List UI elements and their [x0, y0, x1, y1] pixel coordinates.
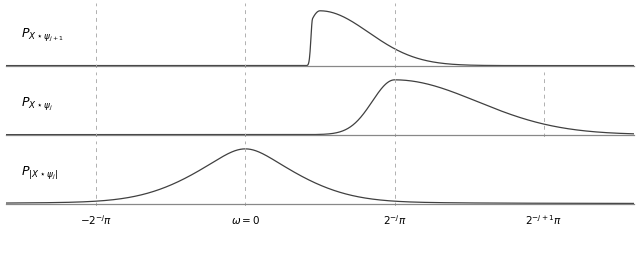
- Text: $2^{-j+1}\pi$: $2^{-j+1}\pi$: [525, 214, 563, 227]
- Text: $P_{X\star\psi_{j+1}}$: $P_{X\star\psi_{j+1}}$: [21, 27, 64, 44]
- Text: $\omega=0$: $\omega=0$: [230, 214, 260, 225]
- Text: $2^{-j-1}\pi$: $2^{-j-1}\pi$: [301, 72, 339, 86]
- Text: $-2^{-j}\pi$: $-2^{-j}\pi$: [80, 214, 112, 227]
- Text: $P_{|X\star\psi_j|}$: $P_{|X\star\psi_j|}$: [21, 165, 58, 182]
- Text: $P_{X\star\psi_j}$: $P_{X\star\psi_j}$: [21, 96, 53, 113]
- Text: $2^{-j}\pi$: $2^{-j}\pi$: [383, 214, 406, 227]
